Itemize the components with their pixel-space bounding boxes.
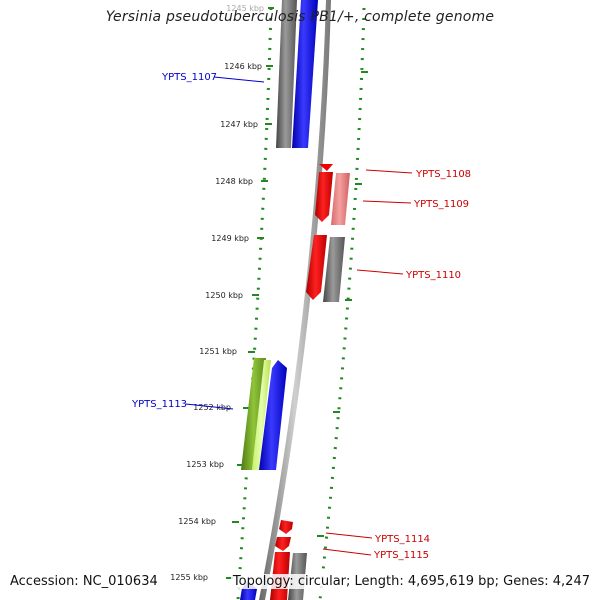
- gene-label-YPTS_1114[interactable]: YPTS_1114: [374, 534, 430, 545]
- kbp-label-1246: 1246 kbp: [224, 62, 262, 71]
- kbp-label-1249: 1249 kbp: [211, 234, 249, 243]
- gene-label-YPTS_1108[interactable]: YPTS_1108: [415, 169, 471, 180]
- gene-label-YPTS_1113[interactable]: YPTS_1113: [131, 399, 187, 410]
- gene-feature-green-1[interactable]: [241, 358, 266, 470]
- kbp-label-1251: 1251 kbp: [199, 347, 237, 356]
- gene-label-YPTS_1109[interactable]: YPTS_1109: [413, 199, 469, 210]
- kbp-label-1250: 1250 kbp: [205, 291, 243, 300]
- accession-label: Accession: NC_010634: [8, 574, 160, 589]
- genome-backbone: [259, 0, 331, 600]
- kbp-label-1255: 1255 kbp: [170, 573, 208, 582]
- gene-feature-YPTS_1113[interactable]: [259, 360, 287, 470]
- kbp-labels: 1245 kbp 1246 kbp 1247 kbp 1248 kbp 1249…: [170, 4, 264, 582]
- gene-feature-YPTS_1114[interactable]: [279, 520, 293, 534]
- gene-feature-YPTS_1108[interactable]: [319, 164, 333, 171]
- gene-feature-YPTS_1109[interactable]: [331, 173, 350, 225]
- right-tick-marks: [317, 71, 368, 537]
- genome-title: Yersinia pseudotuberculosis PB1/+, compl…: [105, 9, 495, 25]
- kbp-label-1253: 1253 kbp: [186, 460, 224, 469]
- gene-label-YPTS_1110[interactable]: YPTS_1110: [405, 270, 461, 281]
- gene-feature-YPTS_1110[interactable]: [306, 235, 327, 300]
- leader-lines: [185, 76, 413, 556]
- kbp-label-1247: 1247 kbp: [220, 120, 258, 129]
- kbp-label-1254: 1254 kbp: [178, 517, 216, 526]
- gene-feature-gray-1[interactable]: [276, 0, 297, 148]
- genome-summary: Topology: circular; Length: 4,695,619 bp…: [230, 574, 592, 589]
- kbp-label-1245: 1245 kbp: [226, 4, 264, 13]
- gene-label-YPTS_1115[interactable]: YPTS_1115: [373, 550, 429, 561]
- gene-feature-green-2[interactable]: [252, 360, 271, 470]
- gene-feature-YPTS_1114b[interactable]: [275, 537, 291, 551]
- gene-label-YPTS_1107[interactable]: YPTS_1107: [161, 72, 217, 83]
- kbp-label-1248: 1248 kbp: [215, 177, 253, 186]
- gene-feature-gray-2[interactable]: [323, 237, 345, 302]
- gene-feature-YPTS_1109-red[interactable]: [315, 172, 333, 222]
- gene-feature-YPTS_1107[interactable]: [292, 0, 318, 148]
- kbp-label-1252: 1252 kbp: [193, 403, 231, 412]
- kbp-tick-marks: [226, 7, 274, 579]
- scale-ring-left: [236, 7, 273, 600]
